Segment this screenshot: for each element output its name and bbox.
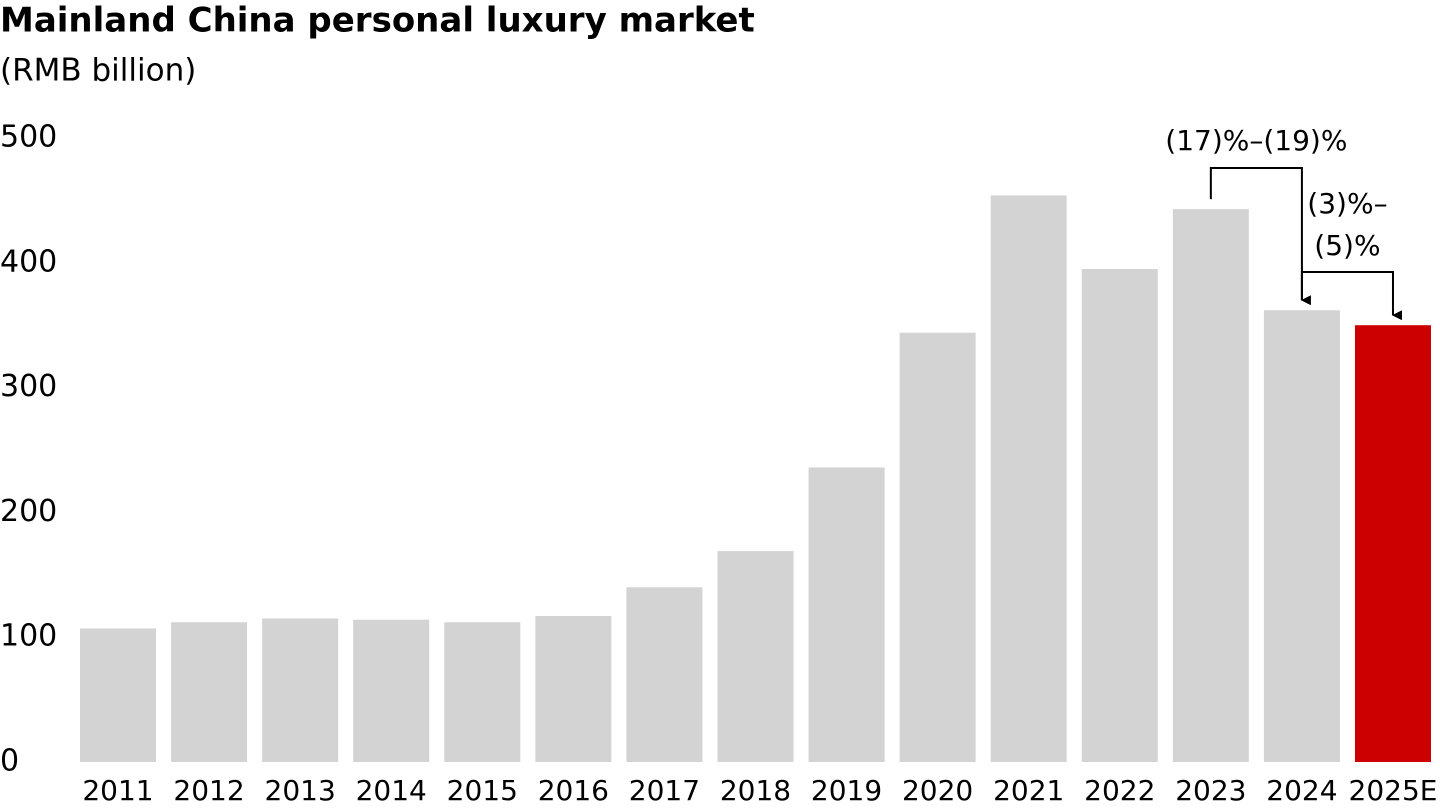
bar <box>1354 325 1431 762</box>
x-tick-label: 2024 <box>1266 774 1337 807</box>
bar <box>1081 269 1158 762</box>
bar <box>444 622 521 762</box>
change-annotation: (3)%– <box>1307 187 1387 220</box>
y-tick-label: 100 <box>0 619 57 654</box>
x-tick-label: 2014 <box>356 774 427 807</box>
change-annotation: (5)% <box>1314 229 1380 262</box>
x-tick-label: 2015 <box>447 774 518 807</box>
bar <box>535 615 612 762</box>
bar <box>353 619 430 762</box>
x-tick-label: 2013 <box>265 774 336 807</box>
bar <box>626 587 703 762</box>
x-tick-label: 2012 <box>173 774 244 807</box>
x-tick-label: 2017 <box>629 774 700 807</box>
y-tick-label: 300 <box>0 369 57 404</box>
y-tick-label: 200 <box>0 494 57 529</box>
bar <box>80 628 156 762</box>
bar <box>899 332 976 762</box>
change-annotation: (17)%–(19)% <box>1165 124 1347 157</box>
change-bracket <box>1209 167 1311 306</box>
bar <box>1263 310 1340 762</box>
x-tick-label: 2016 <box>538 774 609 807</box>
x-tick-label: 2023 <box>1175 774 1246 807</box>
x-tick-label: 2022 <box>1084 774 1155 807</box>
chart-title: Mainland China personal luxury market <box>0 1 755 41</box>
bar <box>1172 209 1249 763</box>
chart-subtitle: (RMB billion) <box>0 53 196 89</box>
bar <box>717 551 794 762</box>
x-tick-label: 2018 <box>720 774 791 807</box>
change-bracket <box>1300 271 1402 321</box>
bar <box>171 622 248 762</box>
x-tick-label: 2019 <box>811 774 882 807</box>
x-tick-label: 2025E <box>1349 774 1438 807</box>
x-tick-label: 2011 <box>82 774 153 807</box>
y-tick-label: 500 <box>0 120 57 155</box>
y-tick-label: 0 <box>0 744 19 779</box>
x-tick-label: 2021 <box>993 774 1064 807</box>
bar <box>262 618 339 762</box>
bar <box>990 195 1067 762</box>
y-tick-label: 400 <box>0 244 57 279</box>
x-tick-label: 2020 <box>902 774 973 807</box>
bar <box>808 467 885 762</box>
